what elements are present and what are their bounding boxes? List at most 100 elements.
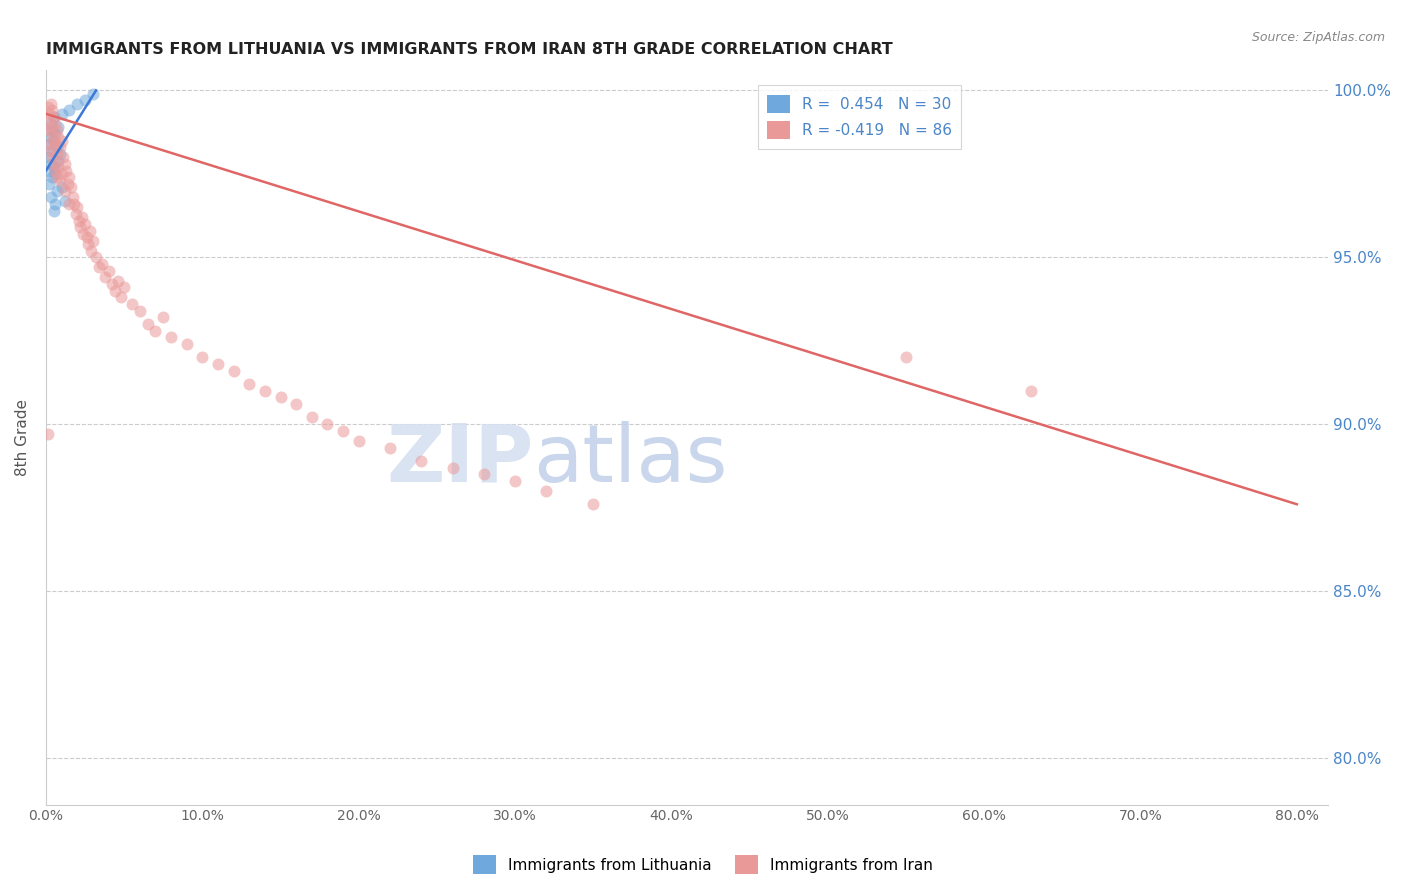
Point [176,337,198,351]
Point [45,170,67,185]
Point [51,167,73,181]
Point [238,377,260,392]
Point [45,123,67,137]
Point [45,184,67,198]
Point [62,190,84,204]
Point [66,200,89,214]
Point [53,194,76,208]
Point [41,127,63,141]
Point [37,427,59,442]
Point [503,474,526,488]
Point [53,157,76,171]
Point [39,190,62,204]
Point [58,170,80,185]
Point [89,260,111,275]
Point [112,280,135,294]
Point [121,297,143,311]
Point [894,351,917,365]
Point [58,197,80,211]
Point [378,441,401,455]
Point [44,167,66,181]
Point [39,120,62,135]
Point [48,130,70,145]
Point [82,234,104,248]
Point [94,270,117,285]
Point [100,277,122,291]
Y-axis label: 8th Grade: 8th Grade [15,399,30,476]
Text: ZIP: ZIP [385,420,533,499]
Point [49,140,72,154]
Point [42,157,65,171]
Point [110,290,132,304]
Point [42,134,65,148]
Legend: R =  0.454   N = 30, R = -0.419   N = 86: R = 0.454 N = 30, R = -0.419 N = 86 [758,86,962,149]
Point [128,303,150,318]
Point [472,467,495,482]
Point [536,483,558,498]
Point [136,317,159,331]
Point [270,391,292,405]
Point [42,134,65,148]
Point [44,127,66,141]
Point [63,197,86,211]
Point [1019,384,1042,398]
Point [48,120,70,135]
Point [55,163,77,178]
Point [160,330,183,344]
Point [39,117,62,131]
Point [56,177,79,191]
Point [91,257,114,271]
Point [73,217,96,231]
Point [73,94,96,108]
Point [44,136,66,151]
Point [39,96,62,111]
Point [38,123,60,137]
Point [441,460,464,475]
Point [207,357,229,371]
Text: Source: ZipAtlas.com: Source: ZipAtlas.com [1251,31,1385,45]
Point [38,136,60,151]
Point [39,144,62,158]
Point [41,144,63,158]
Point [107,274,129,288]
Point [77,237,100,252]
Point [301,410,323,425]
Point [53,184,76,198]
Point [253,384,276,398]
Point [582,497,605,511]
Text: atlas: atlas [533,420,727,499]
Point [72,227,94,241]
Point [51,134,73,148]
Point [42,160,65,174]
Point [411,454,433,468]
Point [38,136,60,151]
Point [49,146,72,161]
Point [41,170,63,185]
Point [104,284,127,298]
Point [42,110,65,124]
Point [41,150,63,164]
Point [45,146,67,161]
Point [65,207,87,221]
Point [66,96,89,111]
Point [97,263,120,277]
Text: IMMIGRANTS FROM LITHUANIA VS IMMIGRANTS FROM IRAN 8TH GRADE CORRELATION CHART: IMMIGRANTS FROM LITHUANIA VS IMMIGRANTS … [46,42,893,57]
Point [39,157,62,171]
Point [38,163,60,178]
Point [37,100,59,114]
Point [39,130,62,145]
Point [44,197,66,211]
Point [52,150,75,164]
Point [285,397,308,411]
Point [79,224,101,238]
Point [70,211,93,225]
Legend: Immigrants from Lithuania, Immigrants from Iran: Immigrants from Lithuania, Immigrants fr… [467,849,939,880]
Point [67,213,90,227]
Point [84,250,107,264]
Point [51,107,73,121]
Point [49,173,72,187]
Point [48,153,70,168]
Point [222,364,245,378]
Point [48,160,70,174]
Point [37,113,59,128]
